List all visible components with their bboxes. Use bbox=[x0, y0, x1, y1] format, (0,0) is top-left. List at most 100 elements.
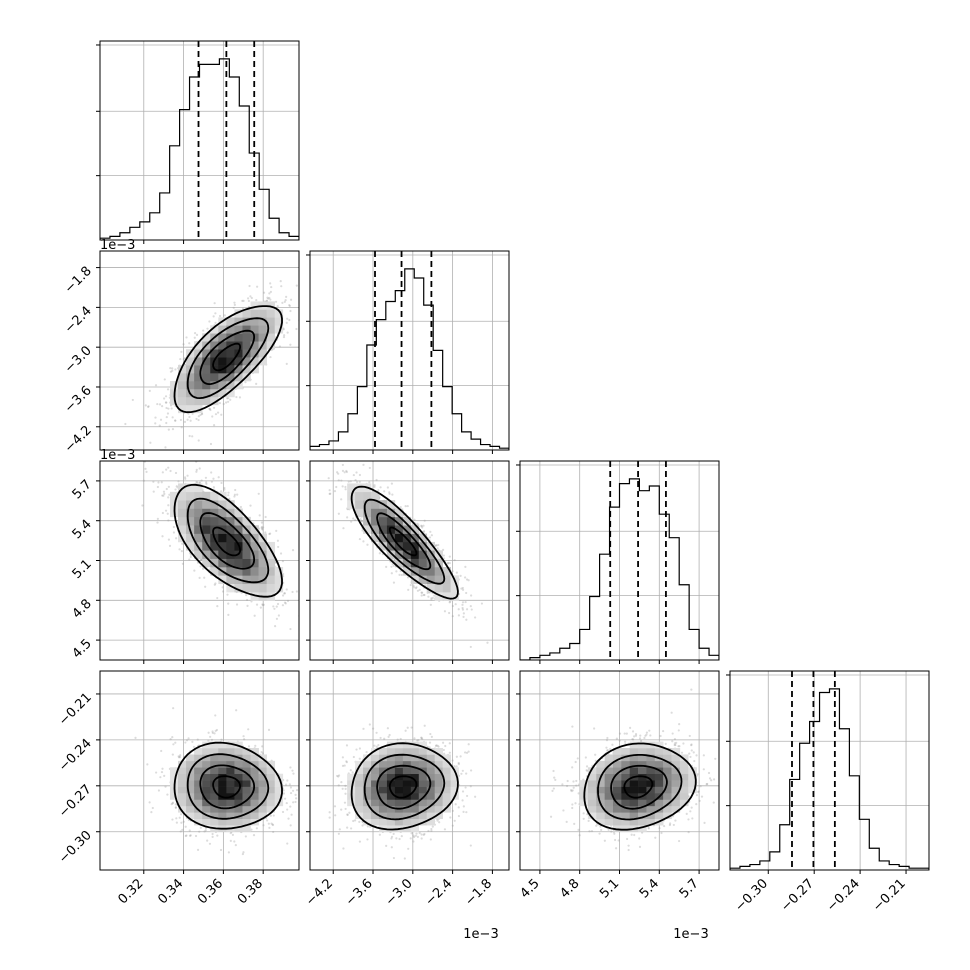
sample-point bbox=[462, 612, 465, 615]
density-bin bbox=[426, 583, 436, 593]
density-bin bbox=[250, 583, 259, 593]
sample-point bbox=[218, 314, 222, 318]
sample-point bbox=[420, 591, 423, 594]
density-bin bbox=[210, 349, 219, 358]
sample-point bbox=[210, 471, 213, 474]
sample-point bbox=[328, 492, 331, 495]
sample-point bbox=[161, 494, 164, 497]
sample-point bbox=[288, 318, 291, 322]
sample-point bbox=[208, 407, 211, 410]
density-bin bbox=[202, 396, 211, 406]
density-bin bbox=[355, 491, 364, 501]
sample-point bbox=[212, 315, 215, 318]
sample-point bbox=[211, 835, 214, 839]
sample-point bbox=[329, 492, 332, 495]
sample-point bbox=[437, 543, 440, 547]
sample-point bbox=[175, 485, 178, 488]
sample-point bbox=[223, 488, 226, 491]
density-bin bbox=[386, 533, 396, 543]
density-bin bbox=[218, 381, 227, 390]
sample-point bbox=[345, 469, 348, 473]
density-bin bbox=[363, 525, 372, 534]
sample-point bbox=[269, 282, 272, 285]
density-bin bbox=[386, 550, 396, 559]
density-bin bbox=[371, 491, 380, 501]
sample-point bbox=[171, 427, 175, 431]
histogram-step bbox=[310, 268, 509, 450]
sample-point bbox=[462, 615, 465, 618]
sample-point bbox=[204, 585, 207, 588]
sample-point bbox=[265, 299, 268, 302]
density-bin bbox=[186, 516, 195, 526]
density-bin bbox=[218, 373, 227, 382]
sample-point bbox=[470, 608, 473, 611]
sample-point bbox=[223, 314, 226, 317]
sample-point bbox=[347, 480, 350, 483]
density-bin bbox=[194, 516, 203, 526]
sample-point bbox=[404, 505, 407, 508]
sample-point bbox=[165, 468, 168, 471]
sample-point bbox=[166, 412, 170, 415]
contour-line bbox=[212, 526, 241, 557]
density-bin bbox=[258, 541, 267, 551]
sample-point bbox=[167, 407, 170, 410]
sample-point bbox=[162, 490, 166, 493]
sample-point bbox=[235, 603, 239, 606]
density-bin bbox=[234, 525, 243, 534]
density-bin bbox=[234, 325, 243, 334]
sample-point bbox=[284, 602, 287, 605]
sample-point bbox=[264, 531, 267, 534]
density-bin bbox=[242, 550, 251, 559]
sample-point bbox=[431, 596, 434, 600]
sample-point bbox=[289, 766, 292, 769]
sample-point bbox=[227, 613, 230, 616]
sample-point bbox=[358, 473, 362, 477]
sample-point bbox=[417, 523, 420, 526]
sample-point bbox=[232, 306, 235, 309]
density-bin bbox=[226, 500, 235, 509]
sample-point bbox=[291, 590, 294, 594]
sample-point bbox=[198, 481, 201, 484]
density-bin bbox=[258, 325, 267, 334]
sample-point bbox=[420, 524, 423, 527]
density-bin bbox=[402, 567, 412, 576]
sample-point bbox=[470, 594, 473, 597]
density-bin bbox=[266, 309, 276, 318]
sample-point bbox=[253, 614, 256, 617]
density-bin bbox=[202, 550, 211, 559]
density-bin bbox=[426, 550, 436, 559]
sample-point bbox=[167, 496, 170, 499]
sample-point bbox=[368, 466, 371, 470]
sample-point bbox=[275, 605, 278, 608]
sample-point bbox=[165, 401, 168, 404]
sample-point bbox=[335, 485, 338, 489]
density-bin bbox=[266, 550, 276, 559]
sample-point bbox=[420, 525, 423, 528]
density-bin bbox=[394, 516, 404, 526]
sample-point bbox=[273, 607, 276, 610]
sample-point bbox=[188, 558, 191, 561]
sample-point bbox=[163, 774, 166, 777]
density-bin bbox=[226, 357, 235, 366]
sample-point bbox=[181, 828, 184, 832]
sample-point bbox=[413, 586, 416, 589]
density-bin bbox=[186, 541, 195, 551]
sample-point bbox=[195, 417, 198, 421]
sample-point bbox=[285, 588, 288, 591]
sample-point bbox=[418, 588, 421, 591]
sample-point bbox=[266, 296, 269, 299]
sample-point bbox=[285, 295, 288, 298]
histogram-step bbox=[520, 478, 719, 660]
sample-point bbox=[221, 590, 225, 593]
density-bin bbox=[250, 550, 259, 559]
density-bin bbox=[202, 333, 211, 342]
sample-point bbox=[247, 305, 251, 308]
density-bin bbox=[234, 357, 243, 366]
density-bin bbox=[226, 558, 235, 568]
sample-point bbox=[255, 827, 258, 830]
contours bbox=[173, 305, 283, 414]
sample-point bbox=[291, 548, 295, 552]
sample-point bbox=[208, 407, 212, 410]
sample-point bbox=[429, 603, 432, 606]
sample-point bbox=[171, 416, 174, 419]
